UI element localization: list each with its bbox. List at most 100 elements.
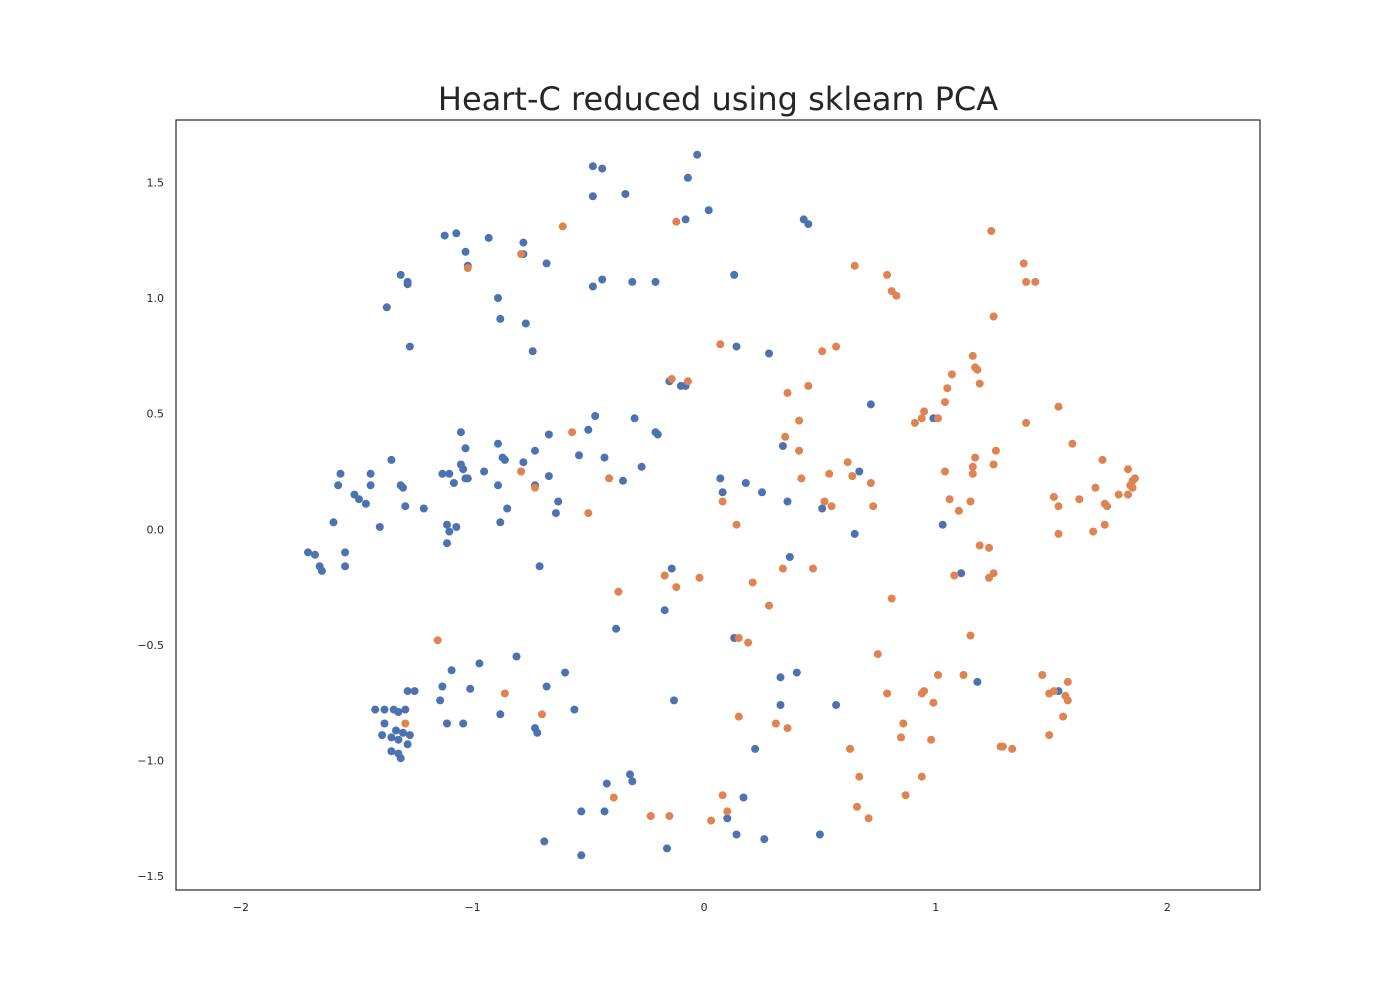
y-axis-ticks: −1.5 −1.0 −0.5 0.0 0.5 1.0 1.5	[137, 176, 164, 883]
data-point-series-2	[917, 689, 926, 698]
data-point-series-1	[456, 428, 465, 437]
data-point-series-2	[609, 793, 618, 802]
data-point-series-1	[577, 851, 586, 860]
data-point-series-2	[667, 375, 676, 383]
data-point-series-2	[991, 446, 1000, 455]
x-tick-label: −1	[464, 901, 480, 914]
x-tick-label: 2	[1164, 901, 1171, 914]
data-point-series-1	[403, 280, 412, 289]
data-point-series-2	[732, 520, 741, 529]
data-point-series-2	[748, 578, 757, 587]
data-point-series-1	[449, 479, 458, 487]
data-point-series-2	[1068, 439, 1077, 448]
data-point-series-2	[765, 601, 773, 610]
x-tick-label: 0	[701, 901, 708, 914]
x-tick-label: −2	[233, 901, 249, 914]
y-tick-label: −1.5	[137, 870, 164, 883]
data-point-series-2	[734, 634, 743, 642]
data-point-series-1	[533, 728, 542, 737]
data-point-series-2	[1128, 483, 1137, 492]
data-point-series-2	[869, 502, 878, 511]
data-point-series-1	[392, 726, 400, 735]
data-point-series-1	[494, 481, 502, 490]
data-point-series-2	[945, 495, 954, 504]
data-point-series-1	[832, 701, 841, 709]
data-point-series-1	[366, 481, 375, 490]
data-point-series-2	[1054, 502, 1063, 511]
data-point-series-1	[380, 705, 389, 714]
data-point-series-2	[672, 217, 681, 226]
data-point-series-1	[776, 701, 785, 709]
data-point-series-1	[651, 277, 660, 286]
data-point-series-2	[795, 446, 804, 455]
data-point-series-2	[568, 428, 577, 437]
data-point-series-2	[783, 724, 792, 733]
data-point-series-2	[695, 573, 704, 582]
data-point-series-1	[394, 708, 403, 716]
data-point-series-1	[663, 844, 671, 853]
data-point-series-1	[716, 474, 725, 483]
data-point-series-2	[538, 710, 546, 719]
data-point-series-1	[542, 259, 551, 268]
data-point-series-1	[973, 677, 982, 686]
data-point-series-2	[433, 636, 442, 645]
data-point-series-2	[966, 631, 975, 640]
y-tick-label: 0.5	[147, 408, 165, 421]
data-point-series-1	[396, 270, 405, 279]
data-point-series-2	[917, 414, 926, 423]
data-point-series-1	[776, 673, 785, 682]
data-point-series-2	[968, 462, 977, 471]
data-point-series-2	[1022, 277, 1031, 286]
data-point-series-2	[1100, 520, 1109, 529]
chart-title: Heart-C reduced using sklearn PCA	[437, 80, 999, 118]
data-point-series-1	[818, 504, 827, 513]
plot-frame	[175, 119, 1261, 891]
data-point-series-2	[947, 370, 956, 379]
data-point-series-1	[630, 414, 639, 423]
data-point-series-2	[998, 742, 1007, 751]
data-point-series-2	[934, 414, 942, 423]
data-point-series-1	[401, 705, 410, 714]
data-point-series-1	[600, 453, 609, 462]
data-point-series-2	[929, 698, 938, 707]
data-point-series-1	[405, 731, 414, 740]
data-point-series-2	[1045, 731, 1054, 740]
data-point-series-2	[584, 509, 593, 518]
data-point-series-2	[853, 802, 861, 811]
data-point-series-1	[521, 319, 530, 328]
data-point-series-1	[387, 733, 396, 742]
data-point-series-2	[795, 416, 804, 425]
data-point-series-2	[1063, 696, 1072, 705]
data-point-series-1	[452, 229, 461, 238]
data-point-series-1	[443, 539, 451, 548]
data-point-series-2	[771, 719, 780, 728]
data-point-series-1	[783, 497, 792, 506]
data-point-series-1	[718, 488, 727, 497]
y-tick-label: −0.5	[137, 639, 164, 652]
data-point-series-1	[496, 710, 505, 719]
data-point-series-1	[461, 247, 470, 256]
data-point-series-1	[628, 277, 637, 286]
data-point-series-2	[1103, 502, 1112, 511]
data-point-series-2	[718, 791, 727, 800]
data-point-series-2	[941, 467, 949, 476]
data-point-series-1	[438, 469, 447, 478]
data-point-series-2	[718, 497, 727, 506]
data-point-series-1	[732, 830, 741, 839]
data-point-series-1	[575, 451, 583, 460]
data-point-series-1	[855, 467, 864, 476]
data-point-series-2	[968, 351, 977, 360]
data-point-series-2	[401, 719, 410, 728]
data-point-series-2	[781, 432, 790, 441]
data-point-series-1	[452, 523, 461, 531]
data-point-series-2	[820, 497, 829, 506]
data-point-series-2	[975, 379, 984, 388]
data-point-series-1	[445, 469, 454, 478]
data-point-series-1	[619, 476, 627, 485]
data-point-series-2	[683, 377, 692, 386]
data-point-series-1	[730, 270, 739, 279]
data-point-series-1	[741, 479, 750, 487]
data-point-series-2	[531, 483, 539, 492]
data-point-series-1	[732, 342, 741, 351]
data-point-series-1	[503, 504, 512, 513]
